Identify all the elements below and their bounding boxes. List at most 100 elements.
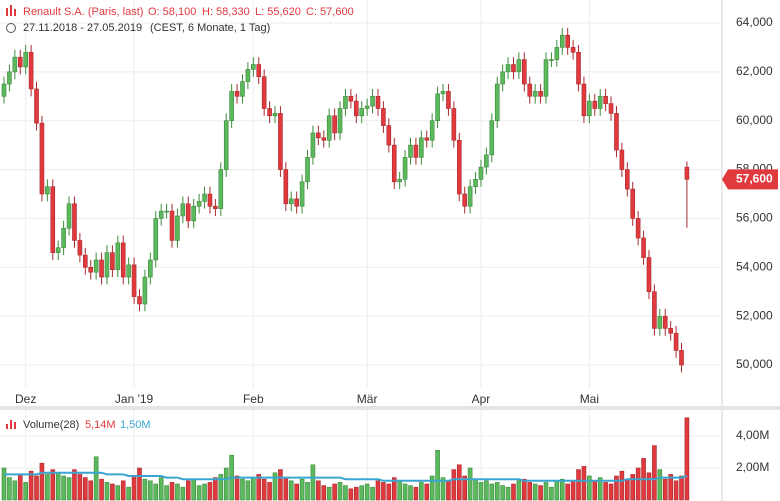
candle-body <box>657 315 663 329</box>
volume-bar <box>402 483 408 501</box>
candle-body <box>511 64 516 73</box>
volume-bar <box>429 475 435 501</box>
note: (CEST, 6 Monate, 1 Tag) <box>150 22 270 34</box>
candle-body <box>359 108 365 117</box>
candle-body <box>272 113 278 117</box>
candle-body <box>39 122 45 195</box>
candle-body <box>17 56 23 68</box>
candle-body <box>12 56 18 73</box>
volume-bar <box>39 462 45 501</box>
candle-body <box>375 95 381 109</box>
volume-title: Volume(28) <box>23 419 79 431</box>
volume-bar <box>375 480 381 501</box>
x-tick-label: Dez <box>15 392 36 406</box>
candle-body <box>516 59 522 73</box>
candle-body <box>370 95 375 107</box>
candle-body <box>624 169 630 190</box>
volume-bar <box>294 483 299 501</box>
volume-bar <box>245 480 251 501</box>
candle-body <box>229 91 234 122</box>
volume-bar <box>516 480 522 501</box>
volume-bar <box>370 486 375 501</box>
candle-body <box>684 166 690 180</box>
volume-bar <box>66 477 72 501</box>
volume-bar <box>684 417 690 501</box>
volume-bar <box>164 485 169 501</box>
volume-bar <box>413 486 419 501</box>
candle-body <box>240 81 245 97</box>
candle-body <box>467 186 473 207</box>
candle-body <box>446 91 451 109</box>
candle-body <box>386 125 392 146</box>
candle-body <box>549 59 554 61</box>
candle-body <box>646 257 652 293</box>
volume-bar <box>191 478 196 501</box>
candle-body <box>673 332 679 351</box>
candle-body <box>28 51 34 90</box>
candle-body <box>207 193 213 207</box>
ohlc-label: O: 58,100 <box>148 6 196 18</box>
y-tick-label: 60,000 <box>736 113 773 127</box>
candle-body <box>120 242 126 278</box>
candle-body <box>543 59 549 97</box>
candle-body <box>294 198 299 207</box>
candle-body <box>72 203 77 241</box>
volume-bar <box>28 470 34 501</box>
candle-body <box>326 115 332 141</box>
volume-bar <box>326 486 332 501</box>
volume-bar <box>213 477 218 501</box>
volume-bar <box>440 477 446 501</box>
candle-body <box>278 113 283 170</box>
volume-bar <box>72 469 77 501</box>
candle-body <box>348 95 354 102</box>
candle-body <box>473 179 478 187</box>
candle-body <box>532 91 538 97</box>
volume-bar <box>261 478 267 501</box>
icon <box>14 9 16 16</box>
volume-bar <box>299 478 305 501</box>
volume-bar <box>218 474 224 501</box>
candle-body <box>256 64 262 78</box>
volume-bar <box>662 478 668 501</box>
volume-bar <box>391 477 397 501</box>
candle-body <box>1 83 7 97</box>
subtitle: 27.11.2018 - 27.05.2019 <box>23 22 142 34</box>
candle-body <box>251 64 256 70</box>
candle-body <box>213 205 218 209</box>
volume-bar <box>679 475 684 501</box>
volume-bar <box>554 480 560 501</box>
candle-body <box>391 144 397 183</box>
volume-bar <box>158 477 164 501</box>
volume-bar <box>142 478 148 501</box>
candle-body <box>565 34 570 48</box>
volume-bar <box>278 469 283 501</box>
volume-bar <box>316 480 321 501</box>
volume-bar <box>489 483 495 501</box>
candle-body <box>440 91 446 95</box>
volume-bar <box>288 480 294 501</box>
volume-bar <box>381 482 386 501</box>
volume-bar <box>424 483 430 501</box>
volume-bar <box>337 482 343 501</box>
candle-body <box>126 264 131 278</box>
candle-body <box>148 259 153 278</box>
volume-bar <box>646 472 652 501</box>
candle-body <box>131 264 137 297</box>
candle-body <box>93 259 99 273</box>
volume-bar <box>45 474 50 501</box>
candle-body <box>587 100 592 117</box>
volume-bar <box>494 482 500 501</box>
candle-body <box>45 186 50 195</box>
volume-bar <box>256 474 262 501</box>
candle-body <box>50 186 56 253</box>
candle-body <box>419 137 424 158</box>
candle-body <box>61 227 66 249</box>
volume-bar <box>77 474 83 501</box>
candle-body <box>641 237 646 258</box>
candle-body <box>169 210 175 241</box>
y-tick-label: 4,00M <box>736 428 769 442</box>
volume-bar <box>408 485 413 501</box>
volume-bar <box>267 482 272 501</box>
